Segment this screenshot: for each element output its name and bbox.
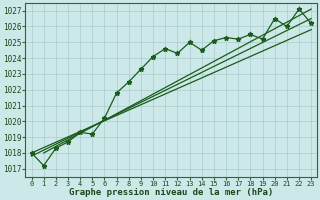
- X-axis label: Graphe pression niveau de la mer (hPa): Graphe pression niveau de la mer (hPa): [69, 188, 274, 197]
